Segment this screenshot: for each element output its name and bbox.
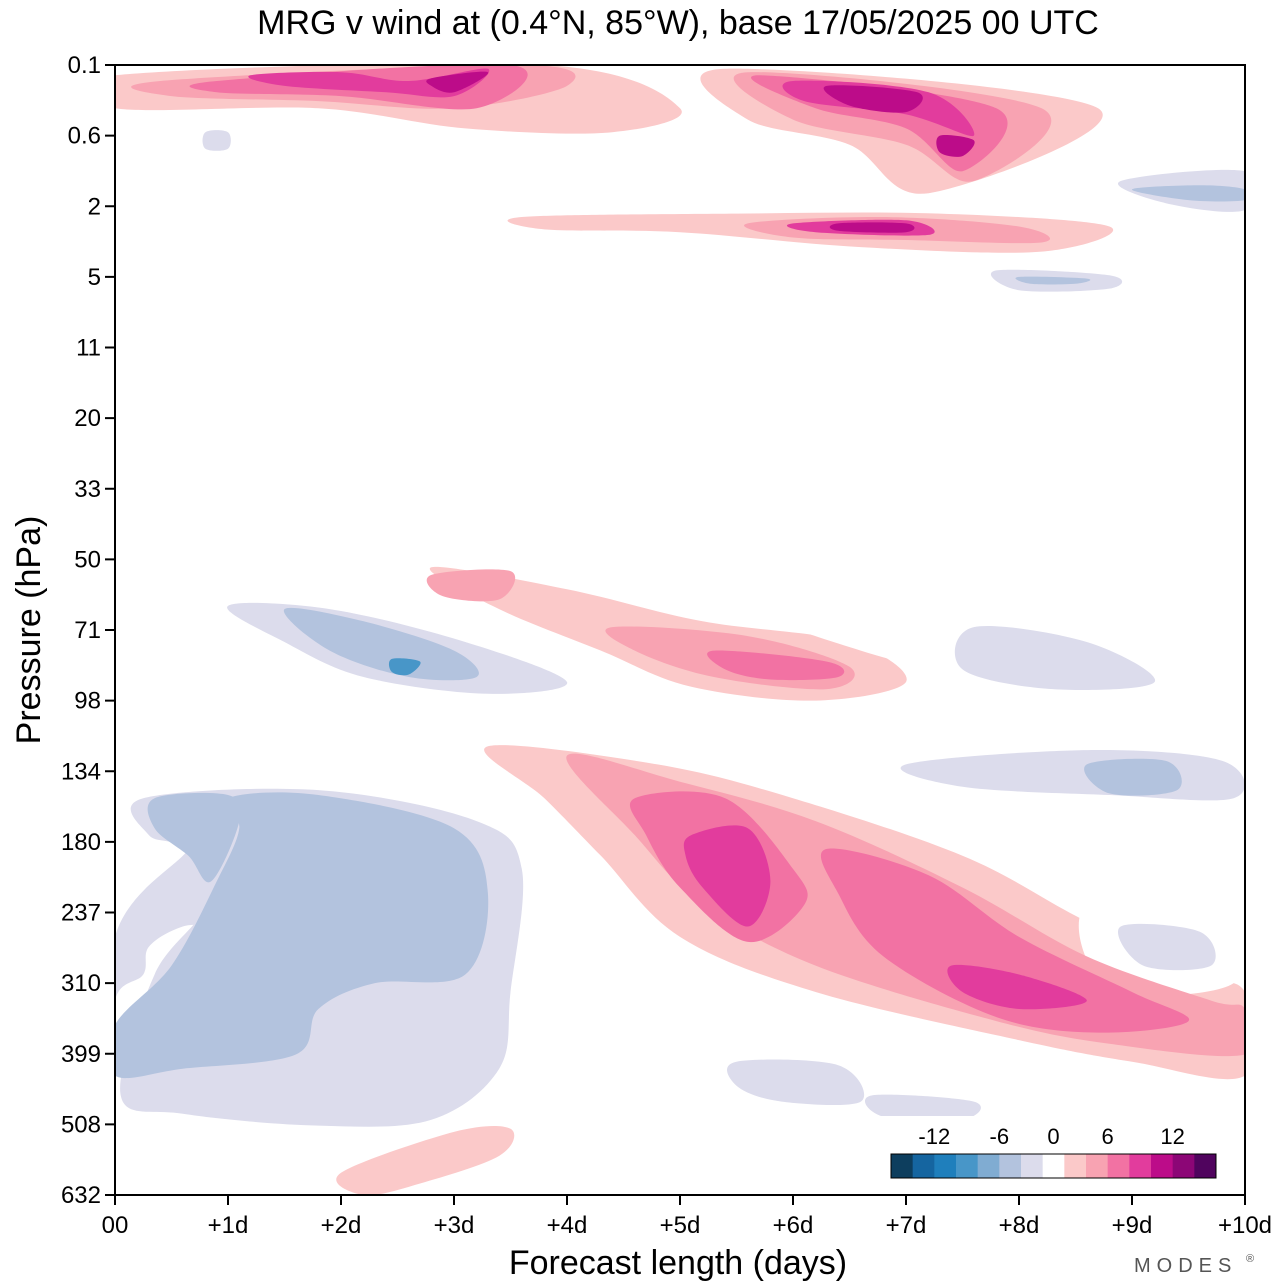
colorbar-label: -6 [990, 1124, 1010, 1149]
contour-mid-neg-right-level--4 [954, 626, 1156, 690]
y-tick-label: 33 [74, 476, 101, 503]
x-tick-label: +6d [773, 1212, 814, 1239]
y-tick-label: 50 [74, 546, 101, 573]
contour-upper-pos-band-level-9 [947, 964, 1087, 1010]
colorbar-label: 6 [1102, 1124, 1114, 1149]
colorbar-label: -12 [918, 1124, 950, 1149]
y-tick-label: 134 [61, 758, 101, 785]
colorbar-swatch [1129, 1154, 1152, 1178]
colorbar-swatch [1107, 1154, 1130, 1178]
contour-layer [115, 65, 1245, 1195]
contour-stratosphere-neg-level--6 [1015, 276, 1091, 285]
contour-mid-neg-71-level--9 [388, 658, 421, 676]
colorbar-label: 0 [1047, 1124, 1059, 1149]
colorbar-swatch [1086, 1154, 1109, 1178]
contour-upper-neg-core-level--6 [115, 792, 489, 1079]
colorbar-swatch [1151, 1154, 1174, 1178]
y-tick-label: 632 [61, 1182, 101, 1209]
x-tick-label: 00 [102, 1212, 129, 1239]
contour-lower-neg-lobes-level--4 [726, 1059, 865, 1106]
modes-logo: MODES [1134, 1255, 1237, 1277]
contour-mid-pos-71-level-6 [707, 650, 845, 681]
y-tick-label: 2 [88, 193, 101, 220]
colorbar-swatch [1021, 1154, 1044, 1178]
contour-upper-pos-band-level-9 [683, 825, 771, 927]
contour-lower-pos-blob-level-2 [336, 1126, 515, 1195]
contour-stratosphere-pos-level-12 [936, 134, 975, 157]
y-tick-label: 508 [61, 1111, 101, 1138]
x-tick-label: +3d [434, 1212, 475, 1239]
contour-mid-pos-71-level-4 [426, 569, 516, 602]
colorbar-label: 12 [1160, 1124, 1184, 1149]
x-tick-label: +5d [660, 1212, 701, 1239]
contour-mid-neg-71-level--6 [283, 607, 479, 681]
colorbar-swatch [891, 1154, 914, 1178]
y-tick-label: 20 [74, 405, 101, 432]
x-tick-label: +9d [1112, 1212, 1153, 1239]
x-tick-label: +4d [547, 1212, 588, 1239]
colorbar-swatch [912, 1154, 935, 1178]
y-axis: 0.1 0.6 2 5 11 20 33 50 71 98 134 180 237 310 399 508 63… [61, 52, 115, 1209]
x-axis: 00 +1d +2d +3d +4d +5d +6d +7d +8d +9d +10d [102, 1195, 1272, 1239]
y-tick-label: 71 [74, 617, 101, 644]
y-tick-label: 399 [61, 1041, 101, 1068]
colorbar-swatch [1172, 1154, 1195, 1178]
colorbar-swatch [999, 1154, 1022, 1178]
y-tick-label: 180 [61, 829, 101, 856]
y-axis-title: Pressure (hPa) [10, 516, 48, 745]
y-tick-label: 5 [88, 264, 101, 291]
y-tick-label: 11 [76, 335, 101, 362]
x-tick-label: +8d [999, 1212, 1040, 1239]
colorbar-swatch [1194, 1154, 1217, 1178]
contour-stratosphere-pos-level-12 [426, 71, 489, 93]
registered-mark: ® [1246, 1253, 1254, 1265]
contour-stratosphere-pos-level-12 [823, 85, 923, 113]
x-tick-label: +10d [1218, 1212, 1272, 1239]
contour-lower-neg-lobes-level--4 [1117, 923, 1216, 971]
colorbar-swatch [1064, 1154, 1087, 1178]
y-tick-label: 0.1 [68, 52, 101, 79]
y-tick-label: 310 [61, 970, 101, 997]
colorbar-swatch [956, 1154, 979, 1178]
contour-stratosphere-pos-level-12 [829, 222, 915, 233]
colorbar: -12 -6 0 6 12 [881, 1116, 1226, 1188]
x-tick-label: +1d [208, 1212, 249, 1239]
chart-title: MRG v wind at (0.4°N, 85°W), base 17/05/… [257, 4, 1099, 42]
contour-stratosphere-neg-level--6 [1131, 185, 1245, 202]
x-tick-label: +7d [886, 1212, 927, 1239]
contour-upper-pos-band-level-6 [820, 848, 1190, 1033]
colorbar-swatch [934, 1154, 957, 1178]
y-tick-label: 0.6 [68, 123, 101, 150]
contour-stratosphere-neg-level--4 [202, 130, 231, 151]
y-tick-label: 98 [74, 688, 101, 715]
y-tick-label: 237 [61, 900, 101, 927]
x-tick-label: +2d [321, 1212, 362, 1239]
contour-stratosphere-pos-level-9 [248, 68, 490, 98]
contour-upper-neg-core-level--6 [147, 792, 241, 883]
colorbar-swatch [1042, 1154, 1065, 1178]
colorbar-frame [890, 1153, 1217, 1179]
contour-mid-neg-right-level--6 [1084, 758, 1182, 796]
contour-lower-neg-lobes-level--4 [864, 1094, 981, 1122]
x-axis-title: Forecast length (days) [509, 1244, 847, 1282]
colorbar-swatch [977, 1154, 1000, 1178]
